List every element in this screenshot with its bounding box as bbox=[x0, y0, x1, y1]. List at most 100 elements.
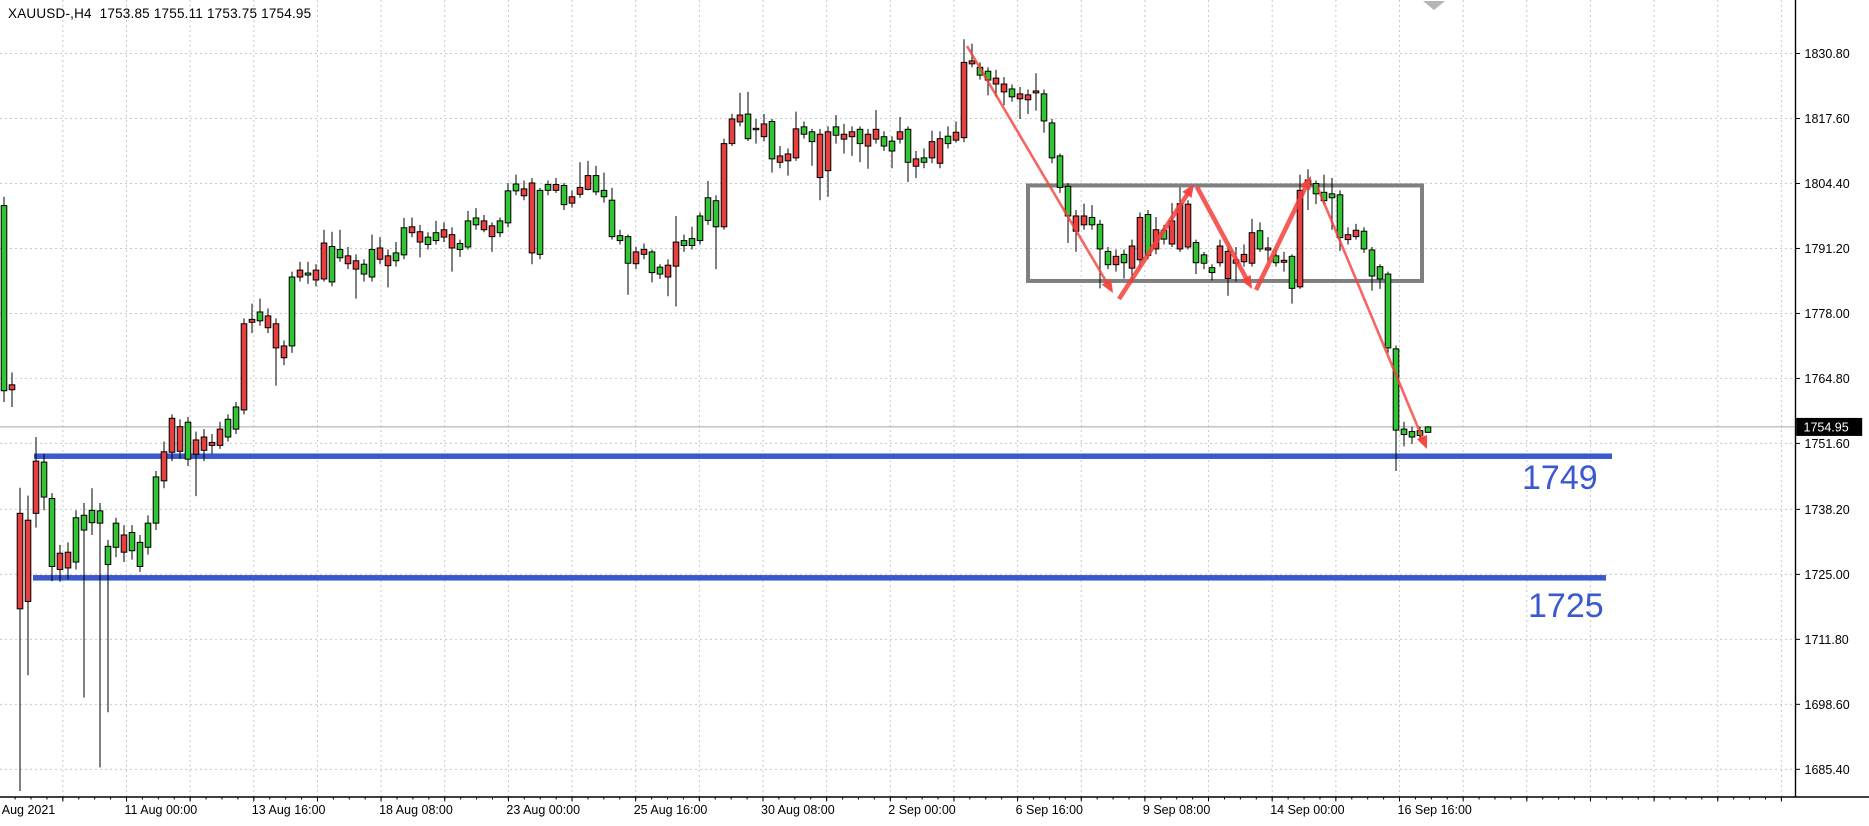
bull-candle-body bbox=[128, 532, 136, 552]
bear-candle-body bbox=[568, 196, 576, 204]
bear-candle-body bbox=[280, 345, 288, 359]
price-axis-label: 1830.80 bbox=[1805, 47, 1850, 61]
symbol-ohlc-title: XAUUSD-,H4 1753.85 1755.11 1753.75 1754.… bbox=[8, 6, 312, 21]
support-line-1725[interactable] bbox=[33, 575, 1606, 581]
bull-candle-body bbox=[1096, 223, 1104, 250]
bull-candle-body bbox=[592, 175, 600, 193]
bear-candle-body bbox=[792, 128, 800, 159]
bear-candle-body bbox=[1000, 83, 1008, 93]
bull-candle-body bbox=[768, 120, 776, 160]
support-line-1749[interactable] bbox=[34, 453, 1612, 459]
bull-candle-body bbox=[368, 248, 376, 278]
bull-candle-body bbox=[944, 135, 952, 145]
time-axis-label: 18 Aug 08:00 bbox=[379, 803, 453, 817]
bull-candle-body bbox=[136, 541, 144, 567]
trend-arrow-line[interactable] bbox=[1117, 191, 1191, 301]
bull-candle-body bbox=[688, 238, 696, 247]
bull-candle-body bbox=[112, 522, 120, 548]
bear-candle-body bbox=[376, 247, 384, 260]
bear-candle-body bbox=[1224, 250, 1232, 279]
trend-arrow-line[interactable] bbox=[965, 45, 1110, 286]
bear-candle-body bbox=[784, 153, 792, 162]
bull-candle-body bbox=[1336, 194, 1344, 239]
bear-candle-body bbox=[968, 60, 976, 65]
bull-candle-body bbox=[288, 276, 296, 347]
bull-candle-body bbox=[832, 126, 840, 136]
trend-arrow-line[interactable] bbox=[1315, 185, 1425, 441]
time-axis-label: 16 Sep 16:00 bbox=[1398, 803, 1472, 817]
bull-candle-body bbox=[544, 183, 552, 191]
bull-candle-body bbox=[1360, 230, 1368, 250]
bull-candle-body bbox=[680, 240, 688, 247]
bull-candle-body bbox=[648, 251, 656, 274]
consolidation-range-box[interactable] bbox=[1026, 183, 1424, 283]
bear-candle-body bbox=[992, 77, 1000, 85]
trend-arrow-line[interactable] bbox=[1194, 185, 1250, 282]
chart-shift-marker-icon[interactable] bbox=[1423, 1, 1445, 10]
bull-candle-body bbox=[1328, 193, 1336, 199]
bull-candle-body bbox=[496, 220, 504, 234]
bull-candle-body bbox=[88, 509, 96, 524]
bull-candle-body bbox=[1040, 93, 1048, 122]
bull-candle-body bbox=[328, 245, 336, 283]
trend-arrow-line[interactable] bbox=[1253, 184, 1309, 291]
bear-candle-body bbox=[64, 551, 72, 569]
bear-candle-body bbox=[960, 61, 968, 139]
current-price-tag-value: 1754.95 bbox=[1804, 420, 1849, 434]
price-axis-label: 1751.60 bbox=[1805, 437, 1850, 451]
bull-candle-body bbox=[0, 205, 8, 392]
bear-candle-body bbox=[816, 133, 824, 179]
bull-candle-body bbox=[400, 227, 408, 256]
bull-candle-body bbox=[856, 128, 864, 145]
bull-candle-body bbox=[1376, 266, 1384, 280]
price-axis-label: 1778.00 bbox=[1805, 307, 1850, 321]
bear-candle-body bbox=[32, 460, 40, 514]
bear-candle-body bbox=[160, 451, 168, 482]
bear-candle-body bbox=[120, 534, 128, 553]
bull-candle-body bbox=[880, 136, 888, 147]
time-axis-label: 5 Aug 2021 bbox=[0, 803, 55, 817]
bull-candle-body bbox=[464, 220, 472, 248]
bull-candle-body bbox=[904, 128, 912, 163]
bear-candle-body bbox=[552, 183, 560, 191]
bear-candle-body bbox=[896, 131, 904, 140]
support-line-label-1725: 1725 bbox=[1528, 587, 1604, 625]
bull-candle-body bbox=[1120, 253, 1128, 264]
bear-candle-body bbox=[352, 260, 360, 270]
bear-candle-body bbox=[440, 229, 448, 238]
bear-candle-body bbox=[248, 318, 256, 323]
bear-candle-body bbox=[840, 133, 848, 140]
bear-candle-body bbox=[1280, 259, 1288, 263]
bull-candle-body bbox=[800, 126, 808, 135]
bear-candle-body bbox=[1184, 203, 1192, 248]
bear-candle-body bbox=[24, 519, 32, 602]
bear-candle-body bbox=[1136, 216, 1144, 261]
bear-candle-body bbox=[416, 231, 424, 243]
bull-candle-body bbox=[600, 189, 608, 198]
bull-candle-body bbox=[1400, 428, 1408, 436]
bull-candle-body bbox=[608, 199, 616, 238]
price-axis-label: 1725.00 bbox=[1805, 568, 1850, 582]
bear-candle-body bbox=[728, 118, 736, 145]
bull-candle-body bbox=[392, 252, 400, 262]
trend-arrow-head bbox=[1300, 176, 1311, 191]
bear-candle-body bbox=[864, 133, 872, 147]
price-axis-label: 1698.60 bbox=[1805, 698, 1850, 712]
time-axis-label: 9 Sep 08:00 bbox=[1143, 803, 1210, 817]
bear-candle-body bbox=[720, 143, 728, 228]
bear-candle-body bbox=[528, 182, 536, 254]
bear-candle-body bbox=[872, 128, 880, 140]
bull-candle-body bbox=[536, 189, 544, 255]
time-axis-label: 2 Sep 00:00 bbox=[888, 803, 955, 817]
bull-candle-body bbox=[152, 476, 160, 524]
bear-candle-body bbox=[1216, 245, 1224, 264]
bull-candle-body bbox=[1056, 155, 1064, 188]
bear-candle-body bbox=[776, 155, 784, 163]
trend-arrow-head bbox=[1416, 434, 1428, 449]
bull-candle-body bbox=[616, 235, 624, 242]
bear-candle-body bbox=[200, 436, 208, 451]
bear-candle-body bbox=[1112, 255, 1120, 266]
bear-candle-body bbox=[824, 131, 832, 172]
bull-candle-body bbox=[304, 272, 312, 276]
